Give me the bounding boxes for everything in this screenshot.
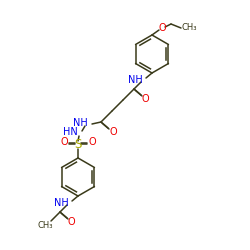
Text: O: O (88, 137, 96, 147)
Text: NH: NH (54, 198, 69, 208)
Text: CH₃: CH₃ (37, 222, 53, 230)
Text: NH: NH (128, 75, 143, 85)
Text: NH: NH (73, 118, 88, 128)
Text: O: O (67, 217, 75, 227)
Text: HN: HN (63, 127, 78, 137)
Text: O: O (141, 94, 149, 104)
Text: S: S (74, 138, 82, 151)
Text: CH₃: CH₃ (181, 24, 197, 32)
Text: O: O (109, 127, 117, 137)
Text: O: O (60, 137, 68, 147)
Text: O: O (158, 23, 166, 33)
